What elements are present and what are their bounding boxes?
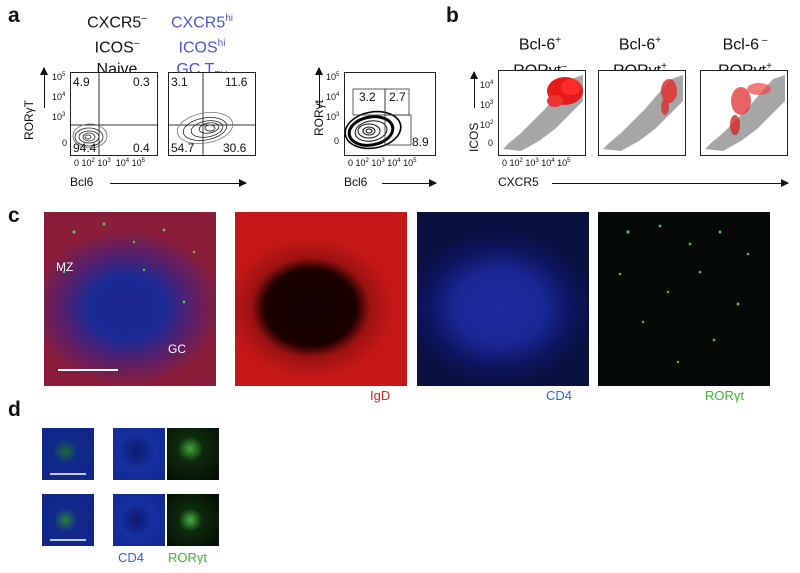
a-x-arrow <box>110 179 247 187</box>
b-scatter-1-svg <box>503 75 583 151</box>
b-scatter-1 <box>498 70 586 156</box>
b-y2tick-3: 103 <box>480 100 494 110</box>
a-y-arrow <box>40 67 48 108</box>
a-h2-s1: hi <box>225 13 234 24</box>
b-scatter-2 <box>598 70 686 156</box>
a-p1-tr: 0.3 <box>133 75 150 89</box>
panel-label-d: d <box>8 398 21 421</box>
c-image-roryt <box>598 212 770 386</box>
a-plot-gctfh-svg <box>169 73 255 155</box>
a-h2-s2: hi <box>217 38 226 50</box>
b-x-arrow <box>382 179 437 187</box>
a-h1-s2: – <box>133 38 140 50</box>
b-ytick-0: 0 <box>334 136 340 146</box>
c-cd4-label: CD4 <box>546 388 573 403</box>
d-merge-1-bar <box>50 473 86 475</box>
b-xlabel: Bcl6 <box>344 175 368 189</box>
b-plot-gates: 3.2 2.7 8.9 <box>344 72 436 156</box>
a-xlabel: Bcl6 <box>70 175 94 189</box>
d-cd4-2 <box>113 494 165 546</box>
a-p2-bl: 54.7 <box>171 141 195 155</box>
d-merge-1 <box>42 428 94 480</box>
c-image-merge: MZ GC <box>44 212 216 386</box>
panel-label-a: a <box>8 4 20 27</box>
b-xlabel2: CXCR5 <box>498 175 539 189</box>
d-merge-2 <box>42 494 94 546</box>
d-roryt-2 <box>167 494 219 546</box>
a-ytick-3: 103 <box>52 112 66 122</box>
a-ylabel: RORγT <box>22 100 36 140</box>
b-plot-gates-svg <box>345 88 412 150</box>
a-h2-l2: ICOS <box>178 39 218 57</box>
a-p2-tl: 3.1 <box>171 75 188 89</box>
a-xticks: 0 102 103 104 105 <box>74 158 146 168</box>
d-cd4-1 <box>113 428 165 480</box>
a-ytick-0: 0 <box>62 138 68 148</box>
b-y-arrow <box>315 67 323 108</box>
b-ytick-5: 105 <box>326 72 340 82</box>
d-roryt-label: RORγt <box>168 550 207 565</box>
a-p1-tl: 4.9 <box>73 75 90 89</box>
d-roryt-1 <box>167 428 219 480</box>
a-h1-s1: – <box>141 13 147 24</box>
b-xticks: 0 102 103 104 105 <box>348 158 417 168</box>
b-y2tick-4: 104 <box>480 80 494 90</box>
b-scatter-3 <box>700 70 788 156</box>
c-roryt-dots <box>618 224 750 364</box>
a-p2-tr: 11.6 <box>225 75 248 89</box>
a-plot-naive: 4.9 0.3 94.4 0.4 <box>70 72 158 156</box>
b-scatter-2-svg <box>603 75 683 151</box>
a-h1-l2: ICOS <box>94 39 134 57</box>
b-ytick-4: 104 <box>326 92 340 102</box>
b-ytick-3: 103 <box>326 112 340 122</box>
b-scatter-3-svg <box>705 75 785 151</box>
b-gate-1: 3.2 <box>359 90 376 104</box>
a-p1-br: 0.4 <box>133 141 150 155</box>
b-y2tick-0: 0 <box>488 138 494 148</box>
a-plot-gctfh: 3.1 11.6 54.7 30.6 <box>168 72 256 156</box>
c-mz-label: MZ <box>56 260 74 274</box>
a-ytick-4: 104 <box>52 92 66 102</box>
a-p1-bl: 94.4 <box>73 141 97 155</box>
c-igd-label: IgD <box>370 388 391 403</box>
b-y2-arrow <box>470 71 478 108</box>
c-image-igd <box>235 212 407 386</box>
b-x2ticks-1: 0 102 103 104 105 <box>502 158 571 168</box>
panel-label-c: c <box>8 204 20 227</box>
a-h1-l1: CXCR5 <box>87 14 142 32</box>
c-roryt-label: RORγt <box>705 388 744 403</box>
a-p2-br: 30.6 <box>223 141 247 155</box>
c-gc-label: GC <box>168 342 186 356</box>
a-header-naive: CXCR5– ICOS– Naive <box>82 8 152 80</box>
b-gate-3: 8.9 <box>412 135 429 149</box>
a-plot-naive-svg <box>71 73 157 155</box>
panel-label-b: b <box>446 4 459 27</box>
b-y2tick-2: 102 <box>480 120 494 130</box>
b-x2-arrow <box>552 179 789 187</box>
d-cd4-label: CD4 <box>118 550 145 565</box>
c-merge-dots <box>58 222 196 371</box>
d-merge-2-bar <box>50 539 86 541</box>
c-image-cd4 <box>417 212 589 386</box>
a-h2-l1: CXCR5 <box>170 14 226 32</box>
a-ytick-5: 105 <box>52 72 66 82</box>
b-gate-2: 2.7 <box>389 90 406 104</box>
b-ylabel2: ICOS <box>467 122 481 152</box>
